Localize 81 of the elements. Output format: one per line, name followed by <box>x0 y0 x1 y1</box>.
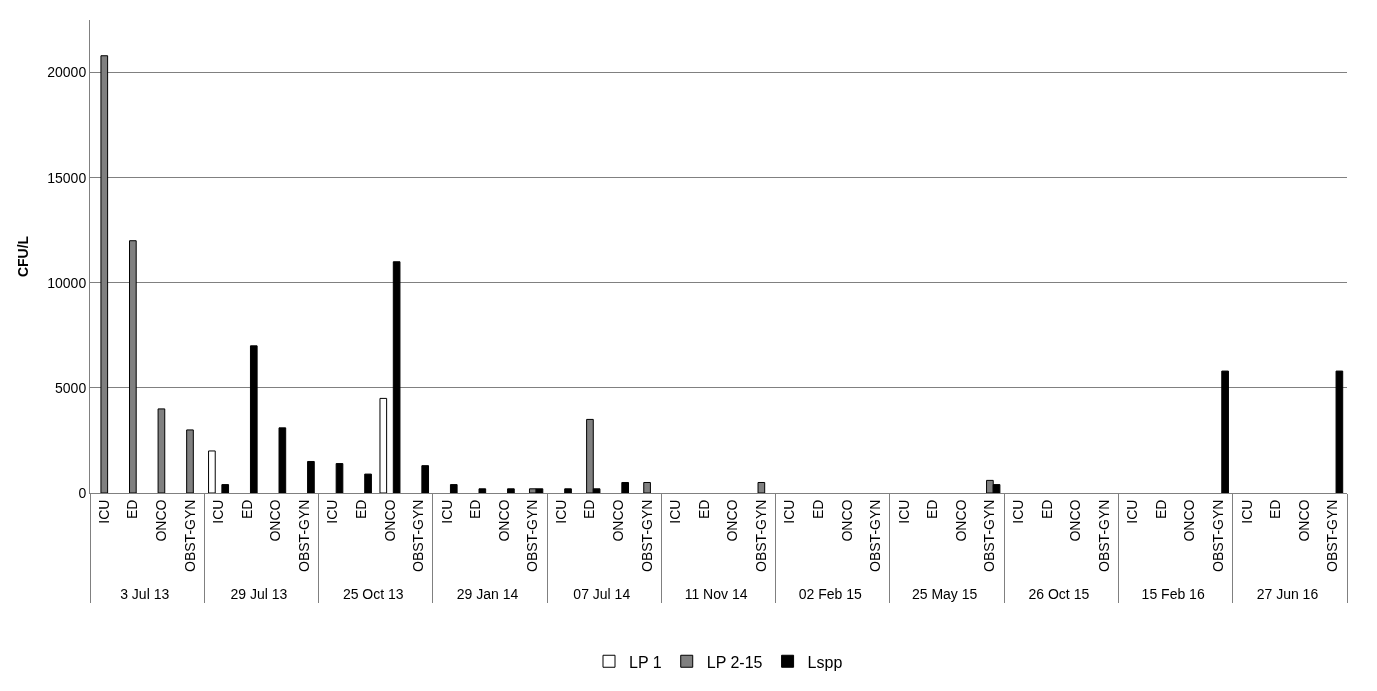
x-tick-label: ONCO <box>838 499 855 542</box>
x-tick-label: ED <box>124 499 141 520</box>
x-tick-label: ED <box>924 499 941 520</box>
y-tick-label: 15000 <box>47 169 87 186</box>
x-tick-label: ICU <box>1238 499 1255 524</box>
x-tick-label: OBST-GYN <box>638 499 655 572</box>
x-tick-label: ICU <box>552 499 569 524</box>
text: 07 Jul 14 <box>573 586 631 603</box>
x-tick-label: ONCO <box>152 499 169 542</box>
y-tick-label: 10000 <box>47 274 87 291</box>
x-tick-label: ICU <box>95 499 112 524</box>
x-tick-label: ONCO <box>381 499 398 542</box>
x-tick-label: ED <box>238 499 255 520</box>
y-tick-label: 5000 <box>55 379 87 396</box>
bar <box>449 484 458 493</box>
text: 25 May 15 <box>911 586 978 603</box>
text: 26 Oct 15 <box>1028 586 1090 603</box>
legend-label: LP 2-15 <box>706 653 763 671</box>
x-tick-label: ICU <box>1010 499 1027 524</box>
y-tick-label: 0 <box>78 484 87 501</box>
x-tick-label: ED <box>810 499 827 520</box>
x-tick-label: ED <box>581 499 598 520</box>
bar <box>1221 370 1229 493</box>
text: 29 Jul 13 <box>230 586 288 603</box>
x-tick-label: ICU <box>438 499 455 524</box>
x-tick-label: ED <box>467 499 484 520</box>
bar <box>1335 370 1344 493</box>
x-tick-label: OBST-GYN <box>981 499 998 572</box>
x-tick-label: ONCO <box>952 499 969 542</box>
text: 27 Jun 16 <box>1256 586 1319 603</box>
x-tick-label: ICU <box>210 499 227 524</box>
x-tick-label: OBST-GYN <box>524 499 541 572</box>
bar <box>507 488 515 493</box>
x-tick-label: ED <box>1267 499 1284 520</box>
bar <box>392 261 401 493</box>
text: 29 Jan 14 <box>456 586 519 603</box>
bar <box>421 465 430 493</box>
x-tick-label: ONCO <box>1181 499 1198 542</box>
x-tick-label: ONCO <box>724 499 741 542</box>
x-tick-label: ICU <box>1124 499 1141 524</box>
x-tick-label: ONCO <box>267 499 284 542</box>
x-tick-label: ED <box>1152 499 1169 520</box>
x-tick-label: ONCO <box>495 499 512 542</box>
bar <box>364 473 372 493</box>
bar <box>379 397 388 493</box>
x-tick-label: OBST-GYN <box>1095 499 1112 572</box>
x-tick-label: OBST-GYN <box>1209 499 1226 572</box>
bar <box>335 463 344 493</box>
x-tick-label: ONCO <box>1067 499 1084 542</box>
x-tick-label: OBST-GYN <box>295 499 312 572</box>
text: 15 Feb 16 <box>1141 586 1205 603</box>
bar <box>621 481 630 493</box>
x-tick-label: ED <box>695 499 712 520</box>
x-tick-label: ICU <box>667 499 684 524</box>
bar <box>564 488 572 493</box>
bar <box>307 460 315 493</box>
x-tick-label: ICU <box>781 499 798 524</box>
y-axis-title: CFU/L <box>14 235 31 278</box>
legend-label: LP 1 <box>629 653 662 671</box>
legend-label: Lspp <box>807 653 843 671</box>
x-tick-label: ICU <box>324 499 341 524</box>
x-tick-label: OBST-GYN <box>181 499 198 572</box>
x-tick-label: ED <box>352 499 369 520</box>
text: 25 Oct 13 <box>342 586 404 603</box>
bar <box>478 488 487 493</box>
bar <box>221 484 230 493</box>
x-tick-label: ONCO <box>1295 499 1312 542</box>
x-tick-label: OBST-GYN <box>867 499 884 572</box>
bar <box>208 450 216 493</box>
text: 3 Jul 13 <box>120 586 170 603</box>
x-tick-label: OBST-GYN <box>410 499 427 572</box>
text: 11 Nov 14 <box>684 586 748 603</box>
x-tick-label: ONCO <box>610 499 627 542</box>
x-tick-label: OBST-GYN <box>752 499 769 572</box>
x-tick-label: ICU <box>895 499 912 524</box>
x-tick-label: ED <box>1038 499 1055 520</box>
bar <box>249 345 258 493</box>
x-tick-label: OBST-GYN <box>1324 499 1341 572</box>
y-tick-label: 20000 <box>47 64 87 81</box>
bar <box>278 427 287 493</box>
text: 02 Feb 15 <box>798 586 863 603</box>
